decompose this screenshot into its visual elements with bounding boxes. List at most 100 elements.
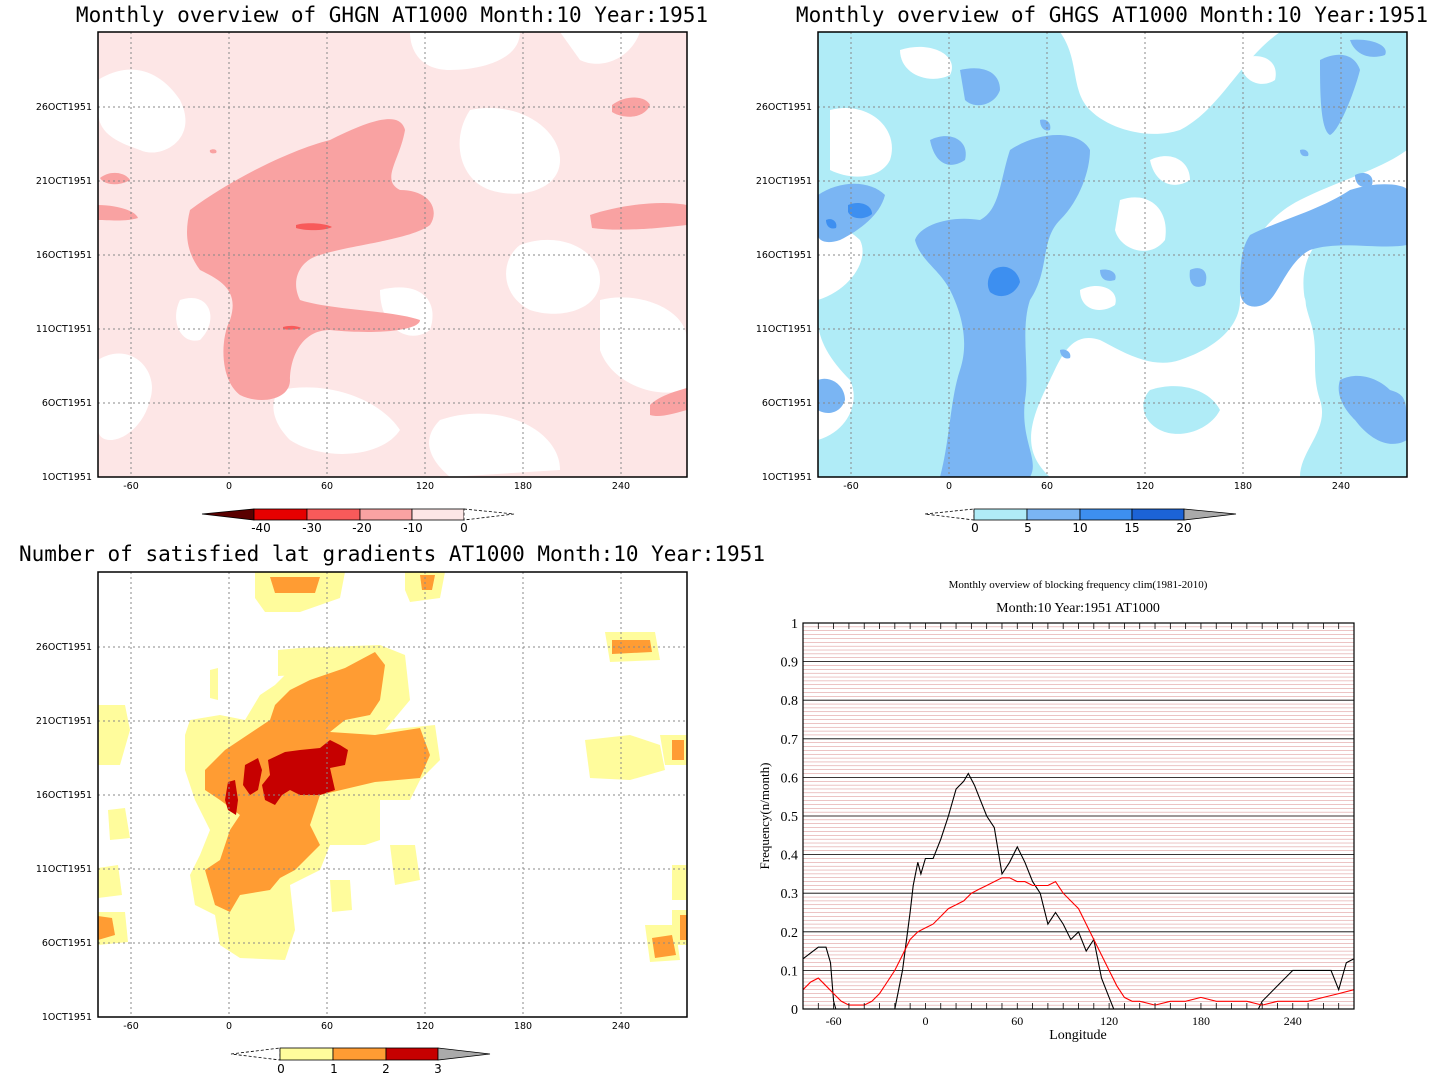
- y-tick: 26OCT1951: [36, 642, 92, 653]
- panel-lat-gradients: Number of satisfied lat gradients AT1000…: [19, 542, 765, 1076]
- colorbar-cell: [230, 1047, 281, 1061]
- colorbar-cell: [1131, 508, 1185, 521]
- colorbar-cell: [1183, 508, 1237, 521]
- x-tick: -60: [123, 481, 139, 492]
- colorbar-cell: [924, 508, 975, 521]
- y-tick: 1OCT1951: [42, 1012, 92, 1023]
- colorbar-cell: [1026, 508, 1081, 521]
- x-tick: 0: [226, 1021, 232, 1032]
- x-tick: 120: [416, 1021, 434, 1032]
- colorbar-label: 10: [1072, 521, 1087, 535]
- y-tick: 21OCT1951: [756, 176, 812, 187]
- colorbar-label: 0: [971, 521, 979, 535]
- colorbar-label: -20: [352, 521, 372, 535]
- series-line: [803, 877, 1354, 1006]
- x-tick: -60: [843, 481, 859, 492]
- colorbar-label: 0: [460, 521, 468, 535]
- x-tick: 0: [922, 1014, 928, 1028]
- latgrad-colorbar: 0 1 2 3: [230, 1047, 491, 1076]
- blocking-ylabel: Frequency(n/month): [757, 763, 772, 870]
- ghgn-colorbar: -40 -30 -20 -10 0: [201, 508, 515, 535]
- x-tick: -60: [123, 1021, 139, 1032]
- x-tick: 180: [514, 481, 532, 492]
- x-tick: 180: [1192, 1014, 1210, 1028]
- blocking-series: [803, 772, 1354, 1009]
- y-tick: 0: [791, 1003, 798, 1018]
- series-line: [803, 772, 1354, 1009]
- x-tick: 60: [1041, 481, 1053, 492]
- latgrad-x-ticks: -60 0 60 120 180 240: [123, 1021, 630, 1032]
- y-tick: 1OCT1951: [42, 472, 92, 483]
- blocking-xlabel: Longitude: [1049, 1028, 1107, 1043]
- y-tick: 11OCT1951: [36, 324, 92, 335]
- ghgs-gridlines: [818, 32, 1407, 477]
- ghgn-gridlines: [98, 32, 687, 477]
- colorbar-cell: [973, 508, 1028, 521]
- colorbar-label: 20: [1176, 521, 1191, 535]
- y-tick: 0.8: [781, 694, 799, 709]
- y-tick: 1: [791, 617, 798, 632]
- colorbar-label: 0: [277, 1062, 285, 1076]
- x-tick: 240: [1332, 481, 1350, 492]
- x-tick: 60: [1011, 1014, 1023, 1028]
- y-tick: 0.9: [781, 656, 799, 671]
- colorbar-label: -40: [251, 521, 271, 535]
- y-tick: 0.1: [781, 964, 799, 979]
- x-tick: 0: [226, 481, 232, 492]
- colorbar-cell: [463, 508, 515, 521]
- blocking-x-ticks: -60 0 60 120 180 240: [817, 623, 1355, 1028]
- ghgn-frame: [97, 31, 688, 478]
- y-tick: 11OCT1951: [36, 864, 92, 875]
- colorbar-label: 2: [382, 1062, 390, 1076]
- latgrad-gridlines: [98, 572, 687, 1017]
- x-tick: 180: [1234, 481, 1252, 492]
- y-tick: 11OCT1951: [756, 324, 812, 335]
- colorbar-cell: [437, 1047, 491, 1061]
- x-tick: 120: [416, 481, 434, 492]
- ghgn-title: Monthly overview of GHGN AT1000 Month:10…: [76, 3, 708, 27]
- x-tick: 120: [1100, 1014, 1118, 1028]
- colorbar-label: 1: [330, 1062, 338, 1076]
- colorbar-cell: [359, 508, 413, 521]
- ghgs-title: Monthly overview of GHGS AT1000 Month:10…: [796, 3, 1428, 27]
- blocking-title: Monthly overview of blocking frequency c…: [949, 579, 1208, 591]
- y-tick: 0.2: [781, 926, 799, 941]
- colorbar-cell: [201, 508, 255, 521]
- y-tick: 26OCT1951: [36, 102, 92, 113]
- x-tick: 60: [321, 1021, 333, 1032]
- ghgs-frame: [817, 31, 1408, 478]
- ghgs-x-ticks: -60 0 60 120 180 240: [843, 481, 1350, 492]
- colorbar-label: -30: [302, 521, 322, 535]
- ghgs-field: [818, 32, 1407, 477]
- x-tick: 180: [514, 1021, 532, 1032]
- y-tick: 6OCT1951: [42, 938, 92, 949]
- colorbar-label: 3: [434, 1062, 442, 1076]
- ghgs-colorbar: 0 5 10 15 20: [924, 508, 1237, 535]
- y-tick: 26OCT1951: [756, 102, 812, 113]
- y-tick: 0.6: [781, 771, 799, 786]
- y-tick: 0.4: [781, 849, 799, 864]
- y-tick: 21OCT1951: [36, 176, 92, 187]
- y-tick: 0.3: [781, 887, 799, 902]
- latgrad-y-ticks: 1OCT1951 6OCT1951 11OCT1951 16OCT1951 21…: [36, 642, 92, 1023]
- x-tick: -60: [826, 1014, 842, 1028]
- x-tick: 240: [612, 481, 630, 492]
- y-tick: 1OCT1951: [762, 472, 812, 483]
- y-tick: 0.7: [781, 733, 799, 748]
- y-tick: 16OCT1951: [756, 250, 812, 261]
- y-tick: 6OCT1951: [42, 398, 92, 409]
- colorbar-cell: [253, 508, 308, 521]
- colorbar-label: 5: [1024, 521, 1032, 535]
- y-tick: 21OCT1951: [36, 716, 92, 727]
- colorbar-cell: [411, 508, 465, 521]
- ghgs-y-ticks: 1OCT1951 6OCT1951 11OCT1951 16OCT1951 21…: [756, 102, 812, 483]
- ghgn-x-ticks: -60 0 60 120 180 240: [123, 481, 630, 492]
- colorbar-cell: [279, 1047, 334, 1061]
- x-tick: 240: [1284, 1014, 1302, 1028]
- panel-blocking-frequency: Monthly overview of blocking frequency c…: [757, 579, 1355, 1043]
- ghgn-y-ticks: 1OCT1951 6OCT1951 11OCT1951 16OCT1951 21…: [36, 102, 92, 483]
- colorbar-cell: [385, 1047, 439, 1061]
- colorbar-cell: [332, 1047, 387, 1061]
- latgrad-frame: [97, 571, 688, 1018]
